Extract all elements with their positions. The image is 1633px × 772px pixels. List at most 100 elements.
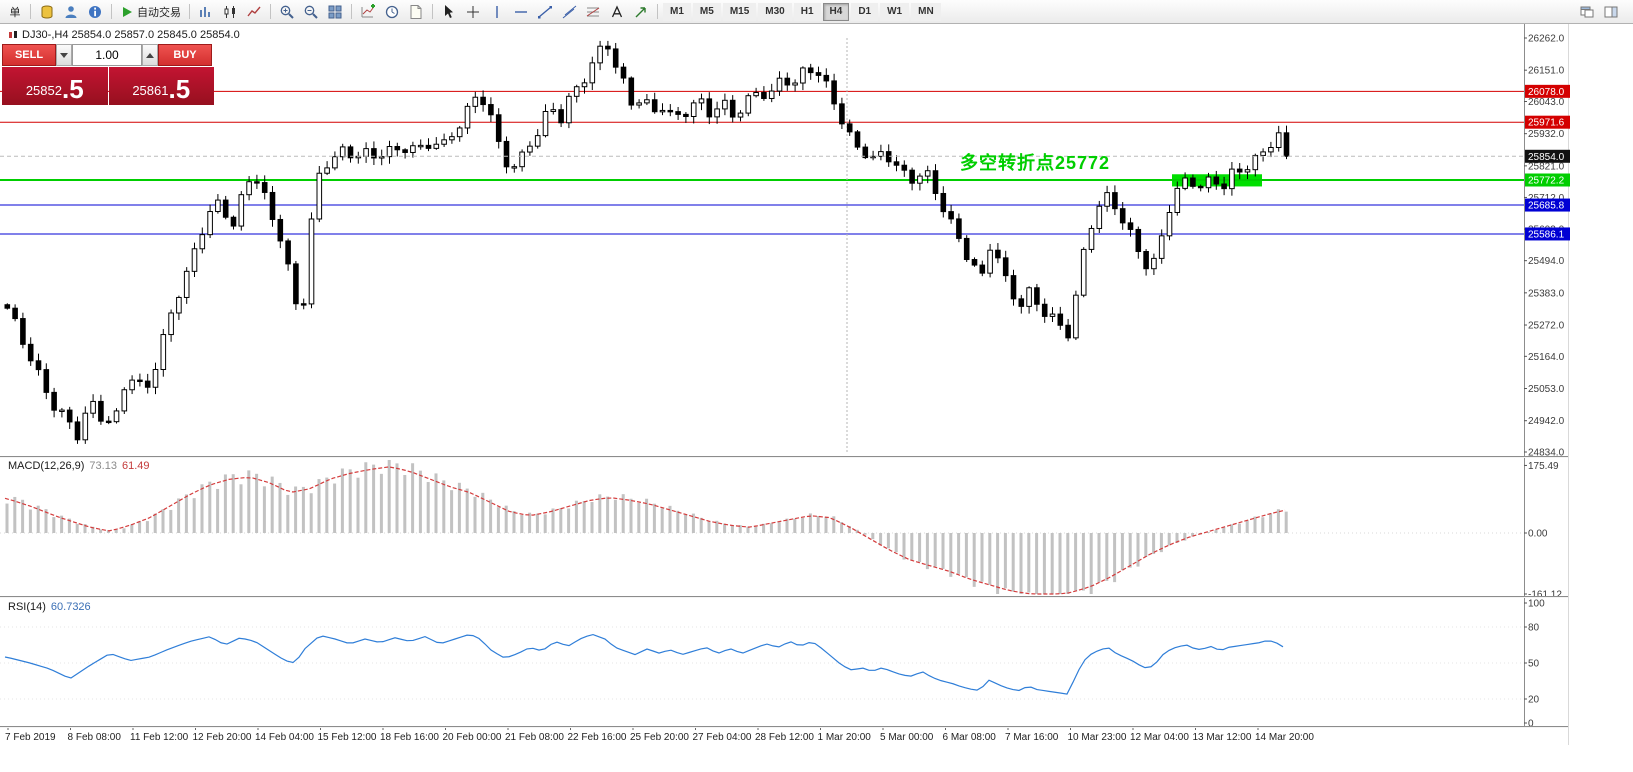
dock-panel-button[interactable] xyxy=(1599,2,1623,22)
new-order-label: 单 xyxy=(9,6,21,19)
indicators-button[interactable] xyxy=(356,2,380,22)
svg-text:13 Mar 12:00: 13 Mar 12:00 xyxy=(1193,732,1252,743)
svg-text:0: 0 xyxy=(1528,719,1534,730)
dock-panel-icon xyxy=(1604,6,1618,17)
timeframe-button-mn[interactable]: MN xyxy=(911,2,941,21)
buy-price-small: 25861 xyxy=(132,83,169,98)
svg-text:25712.0: 25712.0 xyxy=(1528,193,1565,204)
arrow-tool-button[interactable] xyxy=(629,2,653,22)
volume-increase-button[interactable] xyxy=(142,44,158,66)
panel-separator-rsi[interactable] xyxy=(0,596,1568,598)
vertical-line-tool-button[interactable] xyxy=(485,2,509,22)
zoom-in-button[interactable] xyxy=(275,2,299,22)
timeframe-button-w1[interactable]: W1 xyxy=(880,2,910,21)
channel-tool-button[interactable] xyxy=(557,2,581,22)
buy-button[interactable]: BUY xyxy=(158,44,212,66)
timeframe-button-h1[interactable]: H1 xyxy=(793,2,821,21)
svg-text:26078.0: 26078.0 xyxy=(1528,87,1565,98)
timeframe-button-m5[interactable]: M5 xyxy=(692,2,721,21)
svg-text:25272.0: 25272.0 xyxy=(1528,321,1565,332)
svg-text:20: 20 xyxy=(1528,695,1540,706)
trendline-icon xyxy=(538,5,552,18)
svg-text:24942.0: 24942.0 xyxy=(1528,416,1565,427)
text-icon xyxy=(611,4,623,17)
line-chart-icon xyxy=(247,6,261,16)
buy-price-large: .5 xyxy=(168,74,191,104)
svg-text:50: 50 xyxy=(1528,659,1540,670)
chart-annotation-text: 多空转折点25772 xyxy=(960,153,1111,173)
svg-text:25821.0: 25821.0 xyxy=(1528,161,1565,172)
horizontal-line-tool-button[interactable] xyxy=(509,2,533,22)
new-order-button[interactable]: 单 xyxy=(4,2,26,22)
bar-chart-icon xyxy=(200,6,210,17)
volume-input[interactable] xyxy=(72,44,142,66)
line-chart-button[interactable] xyxy=(242,2,266,22)
spin-up-icon xyxy=(146,52,154,58)
svg-text:80: 80 xyxy=(1528,623,1540,634)
panel-separator-macd[interactable] xyxy=(0,456,1568,458)
sell-button[interactable]: SELL xyxy=(2,44,56,66)
toolbar-separator xyxy=(270,4,271,19)
templates-icon xyxy=(410,4,422,19)
toolbar-separator xyxy=(657,4,658,19)
cursor-tool-button[interactable] xyxy=(437,2,461,22)
macd-indicator-title: MACD(12,26,9) 73.13 61.49 xyxy=(8,460,149,472)
templates-button[interactable] xyxy=(404,2,428,22)
window-layout-button[interactable] xyxy=(1575,2,1599,22)
panel-separator-time-axis xyxy=(0,726,1568,728)
svg-text:25772.2: 25772.2 xyxy=(1528,176,1565,187)
zoom-in-icon xyxy=(280,5,294,19)
autotrading-button[interactable]: 自动交易 xyxy=(116,2,185,22)
svg-text:26151.0: 26151.0 xyxy=(1528,66,1565,77)
candlestick-chart-button[interactable] xyxy=(218,2,242,22)
buy-price-display[interactable]: 25861.5 xyxy=(108,67,214,105)
timeframe-button-d1[interactable]: D1 xyxy=(851,2,879,21)
svg-text:25932.0: 25932.0 xyxy=(1528,129,1565,140)
trendline-tool-button[interactable] xyxy=(533,2,557,22)
svg-text:0.00: 0.00 xyxy=(1528,529,1548,540)
sell-price-display[interactable]: 25852.5 xyxy=(2,67,108,105)
history-center-icon xyxy=(41,5,53,19)
timeframe-button-m15[interactable]: M15 xyxy=(722,2,757,21)
info-icon xyxy=(89,5,101,18)
chart-title-text: DJ30-,H4 25854.0 25857.0 25845.0 25854.0 xyxy=(22,29,240,41)
tile-windows-button[interactable] xyxy=(323,2,347,22)
info-button[interactable] xyxy=(83,2,107,22)
crosshair-tool-button[interactable] xyxy=(461,2,485,22)
timeframe-button-m30[interactable]: M30 xyxy=(758,2,792,21)
rsi-line xyxy=(4,633,1284,695)
zoom-out-button[interactable] xyxy=(299,2,323,22)
crosshair-icon xyxy=(467,5,479,18)
toolbar-separator xyxy=(351,4,352,19)
svg-text:8 Feb 08:00: 8 Feb 08:00 xyxy=(68,732,122,743)
accounts-button[interactable] xyxy=(59,2,83,22)
timeframe-button-h4[interactable]: H4 xyxy=(822,2,850,21)
svg-text:26262.0: 26262.0 xyxy=(1528,34,1565,45)
svg-text:25685.8: 25685.8 xyxy=(1528,201,1565,212)
time-axis[interactable] xyxy=(0,726,1524,746)
svg-text:100: 100 xyxy=(1528,599,1545,610)
history-center-button[interactable] xyxy=(35,2,59,22)
svg-text:22 Feb 16:00: 22 Feb 16:00 xyxy=(568,732,627,743)
rsi-title-text: RSI(14) xyxy=(8,601,46,613)
fibonacci-tool-button[interactable] xyxy=(581,2,605,22)
timeframe-button-m1[interactable]: M1 xyxy=(663,2,691,21)
svg-text:14 Mar 20:00: 14 Mar 20:00 xyxy=(1255,732,1314,743)
spin-down-icon xyxy=(60,52,68,58)
periods-button[interactable] xyxy=(380,2,404,22)
main-chart-area[interactable] xyxy=(0,24,1524,456)
toolbar-separator xyxy=(111,4,112,19)
symbol-icon xyxy=(9,31,17,38)
toolbar-separator xyxy=(432,4,433,19)
svg-text:21 Feb 08:00: 21 Feb 08:00 xyxy=(505,732,564,743)
indicators-icon xyxy=(361,3,375,17)
text-tool-button[interactable] xyxy=(605,2,629,22)
price-axis[interactable] xyxy=(1524,24,1570,726)
svg-text:18 Feb 16:00: 18 Feb 16:00 xyxy=(380,732,439,743)
horizontal-line-icon xyxy=(515,10,527,13)
bar-chart-button[interactable] xyxy=(194,2,218,22)
toolbar-separator xyxy=(189,4,190,19)
volume-decrease-button[interactable] xyxy=(56,44,72,66)
macd-title-text: MACD(12,26,9) xyxy=(8,460,85,472)
